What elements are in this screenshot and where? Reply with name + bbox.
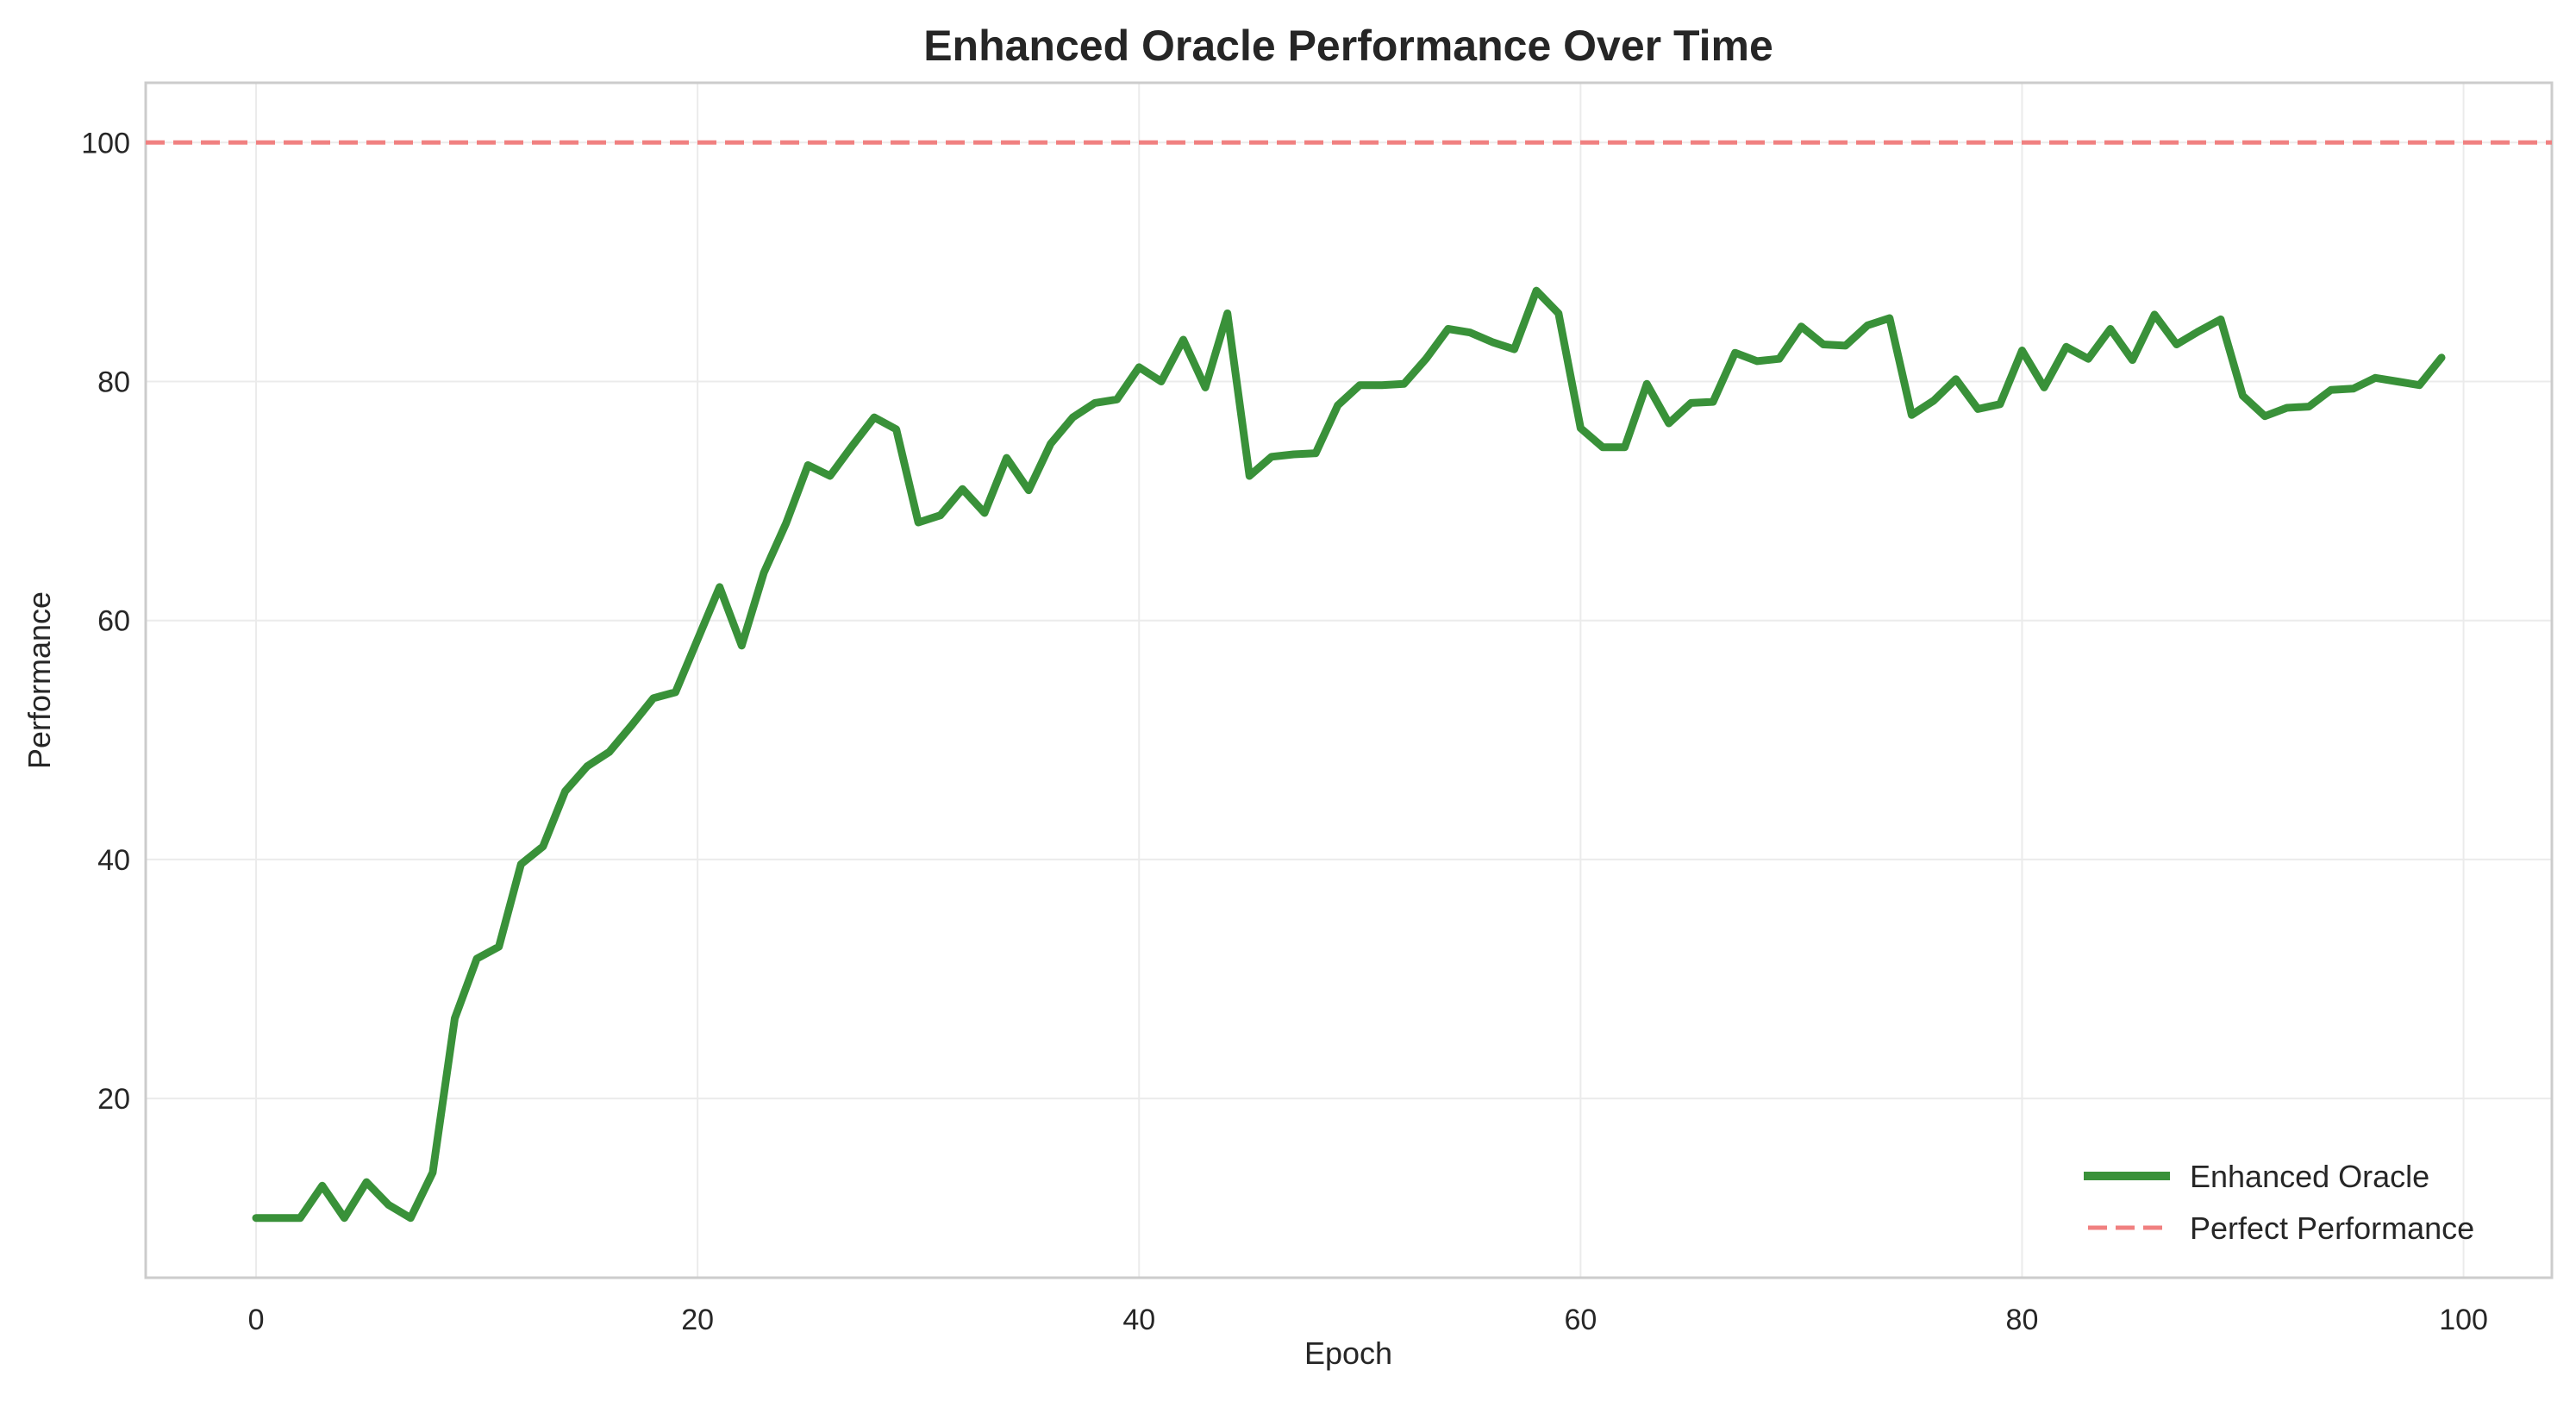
y-tick-label-80: 80: [97, 366, 130, 399]
legend-label-perfect-performance: Perfect Performance: [2190, 1210, 2474, 1246]
y-axis-label: Performance: [22, 591, 57, 769]
plot-frame: [144, 81, 2554, 1279]
series-layer: [146, 140, 2552, 1223]
x-tick-label-60: 60: [1564, 1304, 1597, 1336]
x-tick-label-100: 100: [2439, 1304, 2488, 1336]
y-tick-label-40: 40: [97, 844, 130, 877]
x-axis-label: Epoch: [1304, 1335, 1392, 1371]
chart-title: Enhanced Oracle Performance Over Time: [923, 22, 1773, 70]
x-tick-label-20: 20: [681, 1304, 714, 1336]
y-tick-label-20: 20: [97, 1083, 130, 1116]
legend: Enhanced Oracle Perfect Performance: [2084, 1159, 2474, 1246]
x-tick-label-40: 40: [1122, 1304, 1155, 1336]
x-tick-label-80: 80: [2006, 1304, 2039, 1336]
x-tick-label-0: 0: [248, 1304, 265, 1336]
y-tick-label-60: 60: [97, 605, 130, 638]
x-tick-labels: 0 20 40 60 80 100: [248, 1304, 2488, 1336]
y-tick-labels: 20 40 60 80 100: [81, 127, 130, 1116]
y-tick-label-100: 100: [81, 127, 130, 159]
series-line-enhanced-oracle: [252, 286, 2446, 1223]
legend-label-enhanced-oracle: Enhanced Oracle: [2190, 1159, 2429, 1194]
